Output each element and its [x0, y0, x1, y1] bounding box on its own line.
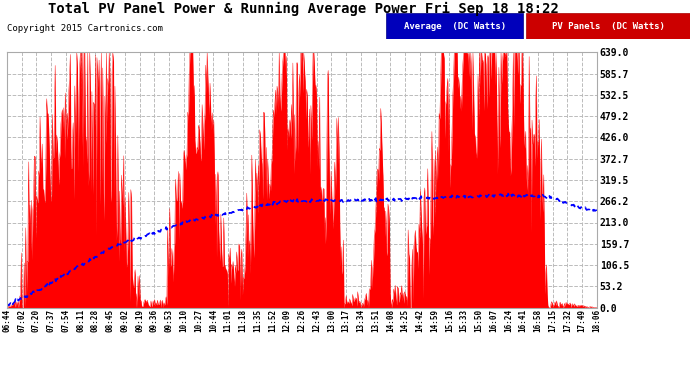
Text: PV Panels  (DC Watts): PV Panels (DC Watts) [551, 22, 664, 31]
Text: Total PV Panel Power & Running Average Power Fri Sep 18 18:22: Total PV Panel Power & Running Average P… [48, 2, 559, 16]
FancyBboxPatch shape [386, 13, 523, 39]
FancyBboxPatch shape [526, 13, 690, 39]
Text: Average  (DC Watts): Average (DC Watts) [404, 22, 506, 31]
Text: Copyright 2015 Cartronics.com: Copyright 2015 Cartronics.com [7, 24, 163, 33]
